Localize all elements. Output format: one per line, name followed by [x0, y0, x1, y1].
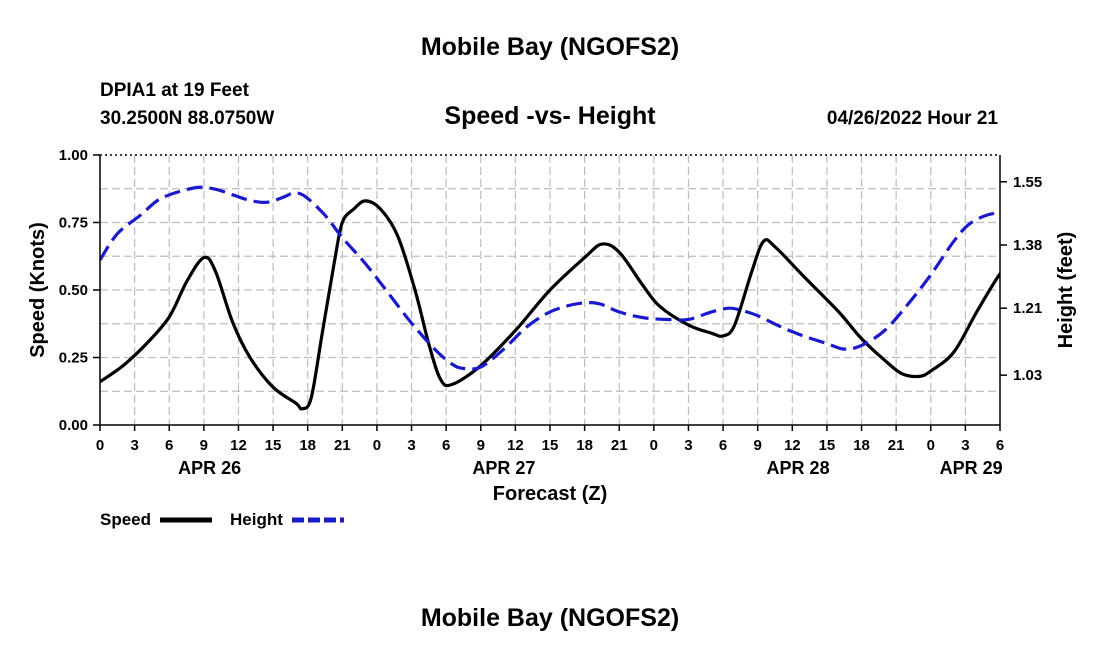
x-tick-label: 3 [407, 437, 415, 454]
x-tick-label: 21 [888, 437, 905, 454]
series-line-height [100, 185, 1000, 371]
legend-speed-label: Speed [100, 510, 151, 529]
x-tick-label: 18 [853, 437, 870, 454]
series-line-speed [100, 199, 1000, 411]
x-tick-label: 3 [961, 437, 969, 454]
left-tick-label: 0.75 [59, 215, 88, 232]
x-tick-label: 12 [784, 437, 801, 454]
x-tick-label: 0 [927, 437, 935, 454]
station-coordinates: 30.2500N 88.0750W [100, 108, 274, 129]
x-tick-label: 3 [684, 437, 692, 454]
day-label: APR 28 [767, 458, 830, 478]
legend-height-label: Height [230, 510, 283, 529]
left-tick-label: 1.00 [59, 147, 88, 164]
x-tick-label: 18 [299, 437, 316, 454]
right-tick-label: 1.03 [1013, 367, 1042, 384]
series-group [100, 185, 1000, 411]
day-label: APR 29 [940, 458, 1003, 478]
x-tick-label: 18 [576, 437, 593, 454]
x-tick-label: 3 [130, 437, 138, 454]
x-axis-title: Forecast (Z) [493, 483, 607, 505]
x-tick-label: 15 [542, 437, 559, 454]
chart-subtitle: Speed -vs- Height [444, 102, 656, 130]
x-tick-label: 6 [996, 437, 1004, 454]
legend: Speed Height [100, 510, 344, 529]
x-tick-label: 15 [265, 437, 282, 454]
forecast-datetime: 04/26/2022 Hour 21 [827, 108, 999, 129]
x-tick-label: 21 [611, 437, 628, 454]
x-tick-label: 9 [200, 437, 208, 454]
x-tick-label: 0 [650, 437, 658, 454]
left-tick-label: 0.00 [59, 417, 88, 434]
left-axis-ticks: 0.00 0.25 0.50 0.75 1.00 [59, 147, 100, 434]
x-tick-label: 9 [754, 437, 762, 454]
x-tick-label: 12 [507, 437, 524, 454]
day-label: APR 27 [472, 458, 535, 478]
x-axis-ticks: 0 3 6 9 12 15 18 21 0 3 6 9 12 15 18 21 0 3 6 9 12 15 18 21 0 3 6 [96, 425, 1004, 454]
day-label: APR 26 [178, 458, 241, 478]
x-tick-label: 0 [96, 437, 104, 454]
x-tick-label: 0 [373, 437, 381, 454]
x-tick-label: 6 [442, 437, 450, 454]
right-tick-label: 1.38 [1013, 237, 1042, 254]
x-tick-label: 6 [719, 437, 727, 454]
footer-title: Mobile Bay (NGOFS2) [421, 604, 679, 632]
x-tick-label: 6 [165, 437, 173, 454]
day-labels: APR 26 APR 27 APR 28 APR 29 [178, 458, 1003, 478]
x-tick-label: 15 [819, 437, 836, 454]
x-tick-label: 9 [477, 437, 485, 454]
left-tick-label: 0.25 [59, 350, 88, 367]
left-tick-label: 0.50 [59, 282, 88, 299]
station-label: DPIA1 at 19 Feet [100, 80, 250, 101]
left-axis-title: Speed (Knots) [27, 222, 49, 358]
right-axis-ticks: 1.03 1.21 1.38 1.55 [1000, 174, 1042, 384]
right-axis-title: Height (feet) [1055, 232, 1077, 349]
chart-title: Mobile Bay (NGOFS2) [421, 33, 679, 61]
x-tick-label: 21 [334, 437, 351, 454]
right-tick-label: 1.21 [1013, 300, 1042, 317]
x-tick-label: 12 [230, 437, 247, 454]
right-tick-label: 1.55 [1013, 174, 1042, 191]
